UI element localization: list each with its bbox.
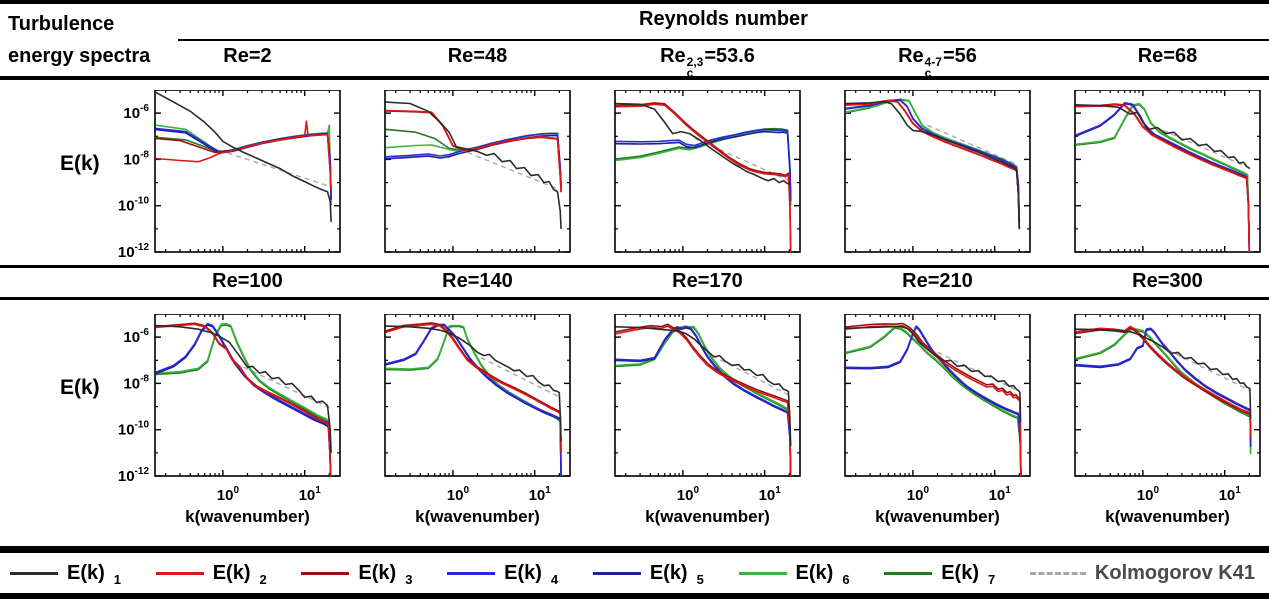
subplot-rec-56	[844, 90, 1031, 253]
svg-text:k(wavenumber): k(wavenumber)	[875, 507, 1000, 526]
legend-line-swatch	[592, 571, 641, 575]
group-header: Reynolds number	[639, 8, 808, 30]
legend-label-subscript: 5	[696, 571, 704, 587]
subplot-rec-53-6	[614, 90, 801, 253]
column-header-re-100: Re=100	[212, 270, 283, 292]
legend-label: E(k)	[212, 561, 251, 584]
svg-text:k(wavenumber): k(wavenumber)	[415, 507, 540, 526]
column-header-re-68: Re=68	[1137, 45, 1198, 67]
svg-text:10-10: 10-10	[118, 196, 150, 215]
svg-text:10-8: 10-8	[123, 373, 149, 392]
header-separator	[0, 76, 1269, 80]
legend-label-subscript: 7	[988, 571, 996, 587]
legend-label-subscript: 2	[259, 571, 267, 587]
legend-label-subscript: 3	[405, 571, 413, 587]
svg-text:10-12: 10-12	[118, 466, 150, 485]
legend-line-swatch	[155, 571, 204, 575]
legend-item-ek3: E(k) 3	[301, 561, 413, 587]
legend-item-ek2: E(k) 2	[155, 561, 267, 587]
subplot-re-100: 10-6 10-8 10-10 10-12 100 101 k(wavenumber)	[118, 314, 341, 526]
legend-label: E(k)	[795, 561, 834, 584]
column-header-re-210: Re=210	[902, 270, 973, 292]
figure-title-line1: Turbulence	[8, 13, 115, 35]
legend-item-ek4: E(k) 4	[447, 561, 559, 587]
group-header-underline	[178, 39, 1269, 41]
svg-text:101: 101	[299, 485, 322, 504]
svg-text:10-6: 10-6	[123, 327, 149, 346]
svg-text:10-8: 10-8	[123, 149, 149, 168]
legend-label-subscript: 4	[550, 571, 559, 587]
legend-line-swatch	[447, 571, 496, 575]
legend: E(k) 1 E(k) 2 E(k) 3 E(k) 4 E(k) 5 E(k) 6 E(k) 7 Kolmo…	[0, 554, 1269, 592]
subplot-re-210: 100 101 k(wavenumber)	[844, 314, 1031, 526]
legend-label: E(k)	[358, 561, 397, 584]
legend-item-ek7: E(k) 7	[884, 561, 996, 587]
column-header-rec-53-6: Re 2,3 c =53.6	[660, 45, 755, 80]
y-axis-label-row1: E(k)	[60, 152, 100, 175]
subplot-re-140: 100 101 k(wavenumber)	[384, 314, 571, 526]
svg-text:100: 100	[907, 485, 930, 504]
y-axis-label-row2: E(k)	[60, 376, 100, 399]
mid-separator-bottom	[0, 297, 1269, 300]
legend-label: E(k)	[649, 561, 688, 584]
column-header-rec-56: Re 4-7 c =56	[898, 45, 977, 80]
top-border	[0, 0, 1269, 4]
svg-text:10-6: 10-6	[123, 103, 149, 122]
subplot-re-170: 100 101 k(wavenumber)	[614, 314, 801, 526]
legend-item-ek1: E(k) 1	[10, 561, 122, 587]
subplot-re-300: 100 101 k(wavenumber)	[1074, 314, 1261, 526]
legend-line-swatch	[738, 571, 787, 575]
figure-title: Turbulence energy spectra	[8, 8, 150, 72]
legend-line-swatch	[1029, 571, 1086, 575]
legend-line-swatch	[301, 571, 350, 575]
legend-label: E(k)	[941, 561, 980, 584]
legend-line-swatch	[884, 571, 933, 575]
legend-label: E(k)	[504, 561, 542, 584]
svg-text:10-10: 10-10	[118, 420, 150, 439]
legend-item-ek5: E(k) 5	[592, 561, 704, 587]
mid-separator-top	[0, 265, 1269, 268]
column-header-re-2: Re=2	[223, 45, 272, 67]
column-header-re-300: Re=300	[1132, 270, 1203, 292]
legend-item-kolmogorov-k41: Kolmogorov K41	[1029, 561, 1255, 585]
legend-label-subscript: 1	[113, 571, 122, 587]
svg-text:101: 101	[1219, 485, 1242, 504]
bottom-border	[0, 593, 1269, 599]
svg-text:100: 100	[677, 485, 700, 504]
column-header-re-48: Re=48	[447, 45, 508, 67]
subplot-re-2: 10-6 10-8 10-10 10-12	[118, 90, 341, 261]
subplot-re-68	[1074, 90, 1261, 253]
svg-text:100: 100	[447, 485, 470, 504]
column-header-re-140: Re=140	[442, 270, 513, 292]
figure-title-line2: energy spectra	[8, 45, 151, 67]
legend-item-ek6: E(k) 6	[738, 561, 850, 587]
svg-text:101: 101	[759, 485, 782, 504]
legend-label: E(k)	[67, 561, 105, 584]
svg-text:101: 101	[529, 485, 552, 504]
svg-text:10-12: 10-12	[118, 242, 150, 261]
subplot-re-48	[384, 90, 571, 253]
svg-text:k(wavenumber): k(wavenumber)	[645, 507, 770, 526]
svg-text:100: 100	[1137, 485, 1160, 504]
legend-separator	[0, 546, 1269, 553]
legend-label-subscript: 6	[842, 571, 850, 587]
svg-text:101: 101	[989, 485, 1012, 504]
svg-text:100: 100	[217, 485, 240, 504]
column-header-re-170: Re=170	[672, 270, 743, 292]
legend-line-swatch	[10, 571, 58, 575]
svg-text:k(wavenumber): k(wavenumber)	[1105, 507, 1230, 526]
legend-label: Kolmogorov K41	[1094, 561, 1255, 584]
svg-text:k(wavenumber): k(wavenumber)	[185, 507, 310, 526]
